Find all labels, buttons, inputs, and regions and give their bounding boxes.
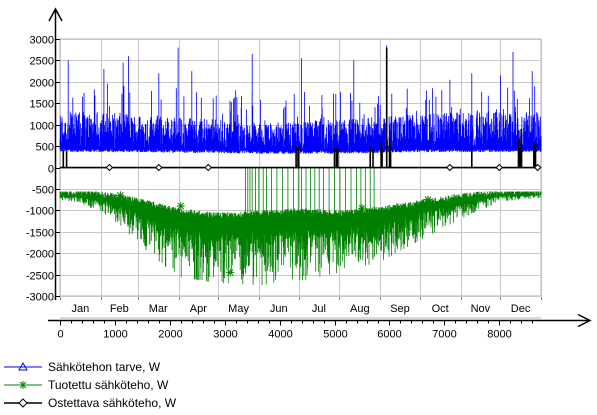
legend-diamond-marker-icon [4, 398, 42, 408]
y-axis-arrow-icon [48, 7, 63, 22]
month-label: Oct [432, 303, 449, 315]
month-label: Dec [511, 303, 531, 315]
chart-legend: Sähkötehon tarve, W Tuotettu sähköteho, … [4, 358, 176, 412]
x-axis-ticks: 0 1000 2000 3000 4000 5000 6000 7000 8000 [57, 320, 533, 341]
y-tick-label: -2000 [26, 249, 54, 261]
month-label: Feb [110, 303, 129, 315]
x-tick-label: 4000 [268, 329, 292, 341]
legend-asterisk-marker-icon [4, 381, 42, 389]
x-tick-label: 3000 [213, 329, 237, 341]
series-layer [59, 45, 542, 285]
y-axis-ticks: 3000 2500 2000 1500 1000 500 0 -500 -1000 -1500 -2… [26, 35, 60, 304]
purchased-block [380, 148, 383, 168]
diamond-marker [533, 163, 542, 172]
month-label: Jan [72, 303, 90, 315]
y-tick-label: 0 [48, 164, 54, 176]
x-tick-label: 6000 [377, 329, 401, 341]
legend-item-purchased: Ostettava sähköteho, W [4, 394, 176, 412]
y-tick-label: -3000 [26, 292, 54, 304]
purchased-block [517, 148, 523, 168]
x-tick-label: 7000 [432, 329, 456, 341]
x-axis-arrow-icon [577, 313, 592, 328]
asterisk-marker [270, 210, 279, 219]
y-tick-label: 3000 [30, 35, 54, 47]
month-label: May [228, 303, 249, 315]
diamond-marker [204, 163, 212, 172]
month-label: Jul [312, 303, 326, 315]
month-label: Sep [390, 303, 410, 315]
y-tick-label: -2500 [26, 271, 54, 283]
diamond-marker [495, 163, 503, 172]
x-tick-label: 8000 [487, 329, 511, 341]
legend-label-purchased: Ostettava sähköteho, W [48, 396, 177, 410]
purchased-block [297, 148, 300, 168]
y-tick-label: -1500 [26, 228, 54, 240]
x-tick-label: 5000 [323, 329, 347, 341]
x-tick-label: 2000 [158, 329, 182, 341]
y-tick-label: 500 [36, 142, 54, 154]
month-labels: Jan Feb Mar Apr May Jun Jul Aug Sep Oct Nov Dec [72, 303, 531, 315]
month-label: Mar [149, 303, 168, 315]
x-tick-label: 0 [57, 329, 63, 341]
diamond-marker [446, 163, 454, 172]
x-tick-label: 1000 [103, 329, 127, 341]
legend-item-demand: Sähkötehon tarve, W [4, 358, 176, 376]
asterisk-marker [116, 191, 125, 200]
legend-item-produced: Tuotettu sähköteho, W [4, 376, 176, 394]
asterisk-marker [473, 193, 482, 202]
y-tick-label: 1500 [30, 99, 54, 111]
asterisk-marker [423, 195, 432, 204]
purchased-block [533, 148, 537, 168]
purchased-block [335, 148, 339, 168]
month-label: Apr [190, 303, 207, 315]
asterisk-marker [357, 204, 366, 213]
legend-label-demand: Sähkötehon tarve, W [48, 360, 161, 374]
series-demand-line [59, 45, 542, 154]
y-tick-label: 1000 [30, 121, 54, 133]
legend-triangle-marker-icon [4, 361, 42, 371]
y-tick-label: -500 [32, 185, 54, 197]
y-tick-label: 2500 [30, 56, 54, 68]
diamond-marker [105, 163, 114, 172]
y-tick-label: 2000 [30, 78, 54, 90]
asterisk-marker [176, 202, 185, 211]
asterisk-marker [226, 268, 235, 277]
y-tick-label: -1000 [26, 206, 54, 218]
legend-label-produced: Tuotettu sähköteho, W [48, 378, 169, 392]
month-label: Aug [350, 303, 370, 315]
month-label: Nov [471, 303, 491, 315]
series-produced-line [59, 167, 542, 285]
month-label: Jun [270, 303, 288, 315]
diamond-marker [155, 163, 163, 172]
